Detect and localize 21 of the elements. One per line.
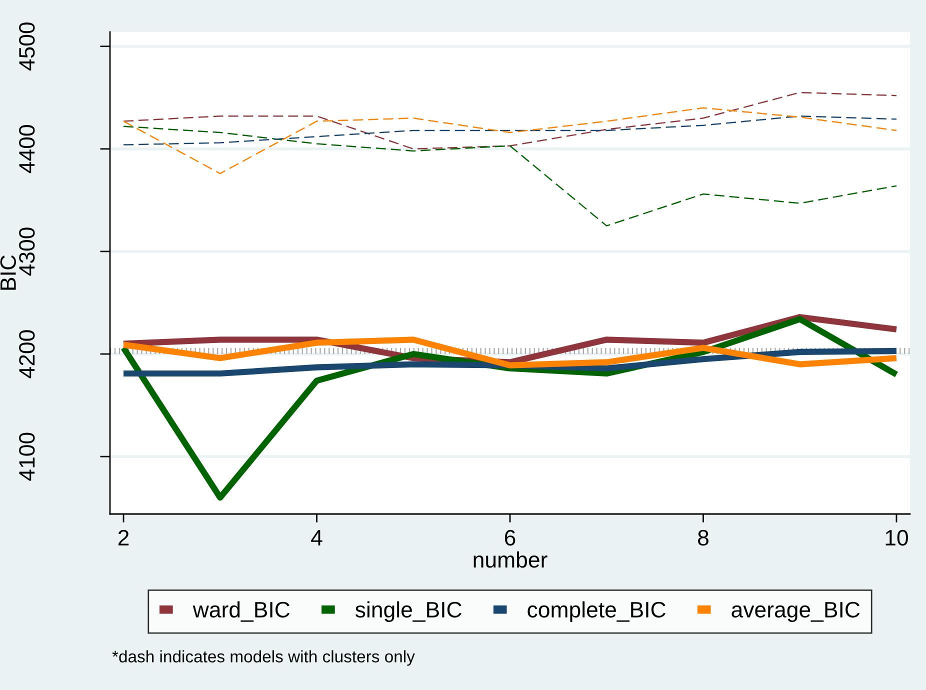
line-series	[122, 115, 898, 146]
y-axis-title: BIC	[0, 255, 16, 290]
x-axis-title: number	[474, 551, 548, 568]
x-tick-label: 4	[311, 530, 322, 546]
line-series	[122, 126, 898, 226]
legend-label: complete_BIC	[528, 601, 666, 622]
x-tick-label: 2	[118, 530, 129, 546]
y-tick-label: 4500	[19, 22, 35, 71]
text: *dash indicates models with clusters only	[112, 650, 415, 666]
y-tick-label: 4200	[19, 330, 35, 378]
x-tick-label: 10	[886, 530, 908, 546]
legend-label: ward_BIC	[192, 601, 290, 622]
x-tick-label: 8	[698, 530, 708, 546]
y-tick-label: 4400	[19, 125, 35, 174]
line-series	[122, 92, 898, 150]
line-series	[122, 107, 898, 174]
y-tick-label: 4100	[19, 432, 35, 481]
legend-label: average_BIC	[732, 602, 860, 622]
y-tick-label: 4300	[19, 228, 35, 276]
x-tick-label: 6	[504, 530, 516, 546]
legend-label: single_BIC	[355, 601, 462, 622]
